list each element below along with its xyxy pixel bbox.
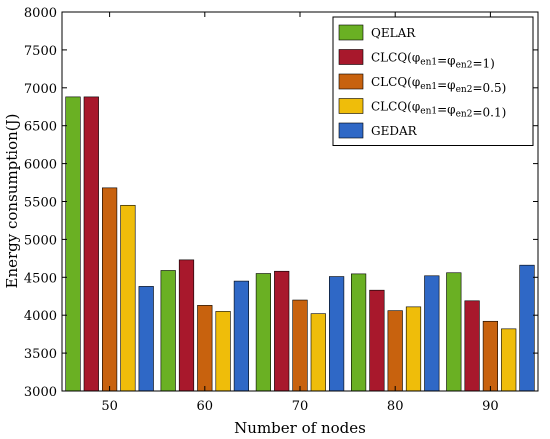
bar-3-70 [292,299,308,392]
legend-label: QELAR [371,26,416,40]
y-tick-label: 6000 [24,158,57,173]
legend-label: CLCQ(φen1=φen2=0.1) [371,100,506,120]
bar-1-90 [446,272,462,392]
legend-swatch [338,98,364,114]
bar-4-80 [405,306,422,392]
y-tick-label: 7000 [24,82,57,97]
y-tick-label: 3500 [24,347,57,362]
bar-3-90 [482,320,499,392]
y-tick-label: 5000 [24,233,57,248]
bar-3-50 [102,187,118,392]
bar-2-50 [83,96,99,392]
legend-swatch [338,122,364,139]
y-tick-label: 7500 [24,44,57,59]
bar-1-50 [65,96,81,392]
bar-5-70 [328,276,345,392]
y-axis: 3000 3500 4000 4500 5000 5500 6000 6500 7000 7500… [24,6,538,400]
y-tick-label: 4000 [24,309,57,324]
y-tick-label: 6500 [24,120,57,135]
bar-1-80 [350,273,367,392]
bar-4-60 [215,311,231,392]
y-tick-label: 3000 [24,385,57,400]
legend-swatch [338,24,364,41]
bar-2-80 [369,289,385,392]
bar-5-80 [424,275,440,392]
legend-label: GEDAR [371,124,418,138]
legend-label: CLCQ(φen1=φen2=1) [371,51,495,71]
bar-1-70 [255,273,272,392]
bar-5-50 [138,286,154,392]
y-tick-label: 4500 [24,271,57,286]
x-axis: 50 60 70 80 90 [101,12,499,414]
bar-2-60 [178,259,195,392]
x-tick-label: 90 [482,399,499,414]
y-tick-label: 5500 [24,196,57,211]
bar-2-90 [464,300,480,392]
legend-label: CLCQ(φen1=φen2=0.5) [371,75,506,95]
x-tick-label: 50 [101,399,118,414]
legend-swatch [338,49,364,65]
y-tick-label: 8000 [24,6,57,21]
legend-swatch [338,73,364,90]
bar-1-60 [160,270,176,392]
bar-3-60 [197,305,213,392]
bar-4-50 [120,204,136,392]
legend: QELAR CLCQ(φen1=φen2=1) CLCQ(φen1=φen2=0.5… [332,16,534,146]
bar-2-70 [274,270,290,392]
bars-layer [65,96,535,392]
x-tick-label: 60 [197,399,214,414]
bar-5-60 [233,280,250,392]
x-axis-title: Number of nodes [234,419,366,437]
bar-5-90 [519,264,535,392]
y-axis-title: Energy consumption(J) [3,113,21,288]
x-tick-label: 70 [292,399,309,414]
x-tick-label: 80 [387,399,404,414]
bar-4-70 [310,313,326,392]
bar-4-90 [501,328,517,392]
bar-3-80 [387,310,403,392]
legend-box [332,16,534,146]
